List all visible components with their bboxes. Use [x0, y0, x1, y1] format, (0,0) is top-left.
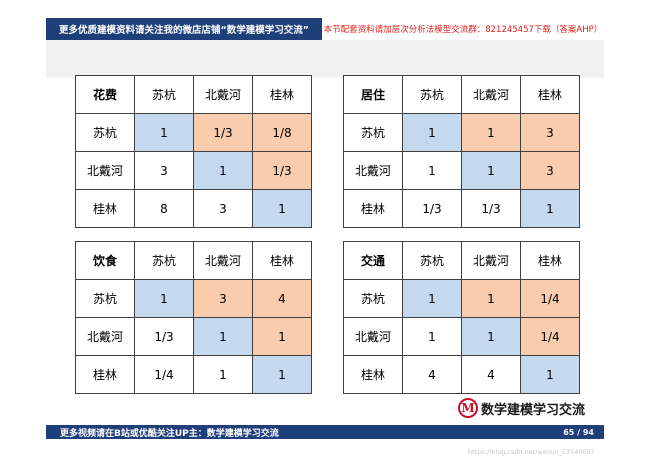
matrix-cell: 1 [252, 317, 312, 356]
matrix-cell: 8 [134, 189, 194, 228]
matrix-cell: 1 [193, 151, 253, 190]
row-header: 北戴河 [75, 317, 135, 356]
matrix-cell: 1 [252, 355, 312, 394]
footer-bar: 更多视频请在B站或优酷关注UP主：数学建模学习交流 65 / 94 [46, 425, 604, 439]
row-header: 桂林 [75, 189, 135, 228]
header-promo-text: 更多优质建模资料请关注我的微店店铺“数学建模学习交流” [46, 18, 322, 40]
matrix-cell: 1/4 [520, 317, 580, 356]
row-header: 桂林 [343, 355, 403, 394]
matrix-cell: 1/8 [252, 113, 312, 152]
matrix-cell: 4 [402, 355, 462, 394]
brand-logo: M 数学建模学习交流 [458, 398, 585, 418]
column-header: 北戴河 [461, 241, 521, 280]
criterion-label: 居住 [343, 75, 403, 114]
matrix-cell: 1 [134, 279, 194, 318]
matrix-cell: 1 [402, 279, 462, 318]
criterion-label: 花费 [75, 75, 135, 114]
matrix-transport: 交通 苏杭 北戴河 桂林 苏杭 1 1 1/4 北戴河 1 1 1/4 桂林 4 4 1 [343, 241, 580, 394]
logo-m-icon: M [458, 398, 478, 418]
matrix-cell: 1/3 [402, 189, 462, 228]
matrix-cell: 4 [461, 355, 521, 394]
matrix-cell: 1 [520, 189, 580, 228]
row-header: 苏杭 [343, 113, 403, 152]
column-header: 桂林 [520, 75, 580, 114]
row-header: 桂林 [343, 189, 403, 228]
matrix-cell: 1 [402, 317, 462, 356]
column-header: 苏杭 [402, 75, 462, 114]
watermark-url: https://blog.csdn.net/weixin_53540057 [468, 448, 595, 456]
matrix-cost: 花费 苏杭 北戴河 桂林 苏杭 1 1/3 1/8 北戴河 3 1 1/3 桂林 8 3 1 [75, 75, 312, 228]
column-header: 苏杭 [134, 75, 194, 114]
row-header: 苏杭 [343, 279, 403, 318]
matrix-cell: 1 [461, 317, 521, 356]
header-bar: 更多优质建模资料请关注我的微店店铺“数学建模学习交流” 本节配套资料请加层次分析… [46, 18, 604, 40]
matrix-cell: 3 [193, 279, 253, 318]
matrix-cell: 1/3 [134, 317, 194, 356]
matrix-cell: 1/3 [252, 151, 312, 190]
row-header: 北戴河 [75, 151, 135, 190]
column-header: 桂林 [252, 75, 312, 114]
matrix-cell: 1/4 [134, 355, 194, 394]
matrix-cell: 1 [461, 279, 521, 318]
header-band [46, 40, 604, 78]
row-header: 北戴河 [343, 151, 403, 190]
page-number: 65 / 94 [563, 427, 594, 437]
criterion-label: 交通 [343, 241, 403, 280]
matrix-cell: 1 [402, 113, 462, 152]
matrix-cell: 1 [402, 151, 462, 190]
footer-promo-text: 更多视频请在B站或优酷关注UP主：数学建模学习交流 [60, 428, 279, 439]
matrix-cell: 3 [520, 113, 580, 152]
matrix-cell: 1 [520, 355, 580, 394]
row-header: 苏杭 [75, 279, 135, 318]
criterion-label: 饮食 [75, 241, 135, 280]
matrix-cell: 3 [193, 189, 253, 228]
matrix-cell: 3 [520, 151, 580, 190]
matrix-cell: 1 [134, 113, 194, 152]
matrix-cell: 1 [193, 317, 253, 356]
matrix-cell: 3 [134, 151, 194, 190]
column-header: 桂林 [520, 241, 580, 280]
column-header: 苏杭 [402, 241, 462, 280]
matrix-cell: 1 [461, 113, 521, 152]
matrix-cell: 1/3 [193, 113, 253, 152]
matrix-cell: 1 [461, 151, 521, 190]
column-header: 北戴河 [193, 75, 253, 114]
column-header: 北戴河 [193, 241, 253, 280]
column-header: 苏杭 [134, 241, 194, 280]
header-group-text: 本节配套资料请加层次分析法模型交流群：821245457下载（答案AHP） [322, 18, 604, 40]
matrix-lodging: 居住 苏杭 北戴河 桂林 苏杭 1 1 3 北戴河 1 1 3 桂林 1/3 1/3 1 [343, 75, 580, 228]
row-header: 苏杭 [75, 113, 135, 152]
column-header: 北戴河 [461, 75, 521, 114]
matrix-cell: 1/4 [520, 279, 580, 318]
row-header: 北戴河 [343, 317, 403, 356]
matrix-cell: 1/3 [461, 189, 521, 228]
logo-text: 数学建模学习交流 [481, 402, 586, 418]
matrix-food: 饮食 苏杭 北戴河 桂林 苏杭 1 3 4 北戴河 1/3 1 1 桂林 1/4 1 1 [75, 241, 312, 394]
matrix-cell: 1 [193, 355, 253, 394]
column-header: 桂林 [252, 241, 312, 280]
row-header: 桂林 [75, 355, 135, 394]
matrix-cell: 1 [252, 189, 312, 228]
matrix-cell: 4 [252, 279, 312, 318]
